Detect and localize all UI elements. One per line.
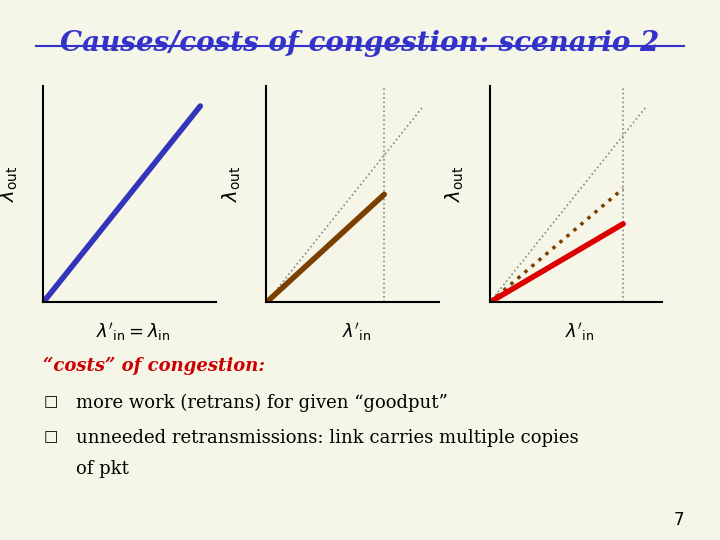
Text: $\lambda_{\rm out}$: $\lambda_{\rm out}$ bbox=[0, 165, 19, 202]
Text: of pkt: of pkt bbox=[76, 460, 128, 478]
Text: □: □ bbox=[43, 429, 58, 444]
Text: $\lambda'_{\rm in}$: $\lambda'_{\rm in}$ bbox=[565, 321, 594, 343]
Text: “costs” of congestion:: “costs” of congestion: bbox=[43, 356, 265, 375]
Text: more work (retrans) for given “goodput”: more work (retrans) for given “goodput” bbox=[76, 394, 447, 413]
Text: 7: 7 bbox=[673, 511, 684, 529]
Text: □: □ bbox=[43, 394, 58, 409]
Text: Causes/costs of congestion: scenario 2: Causes/costs of congestion: scenario 2 bbox=[60, 30, 660, 57]
Text: $\lambda'_{\rm in} = \lambda_{\rm in}$: $\lambda'_{\rm in} = \lambda_{\rm in}$ bbox=[96, 321, 171, 343]
Text: $\lambda_{\rm out}$: $\lambda_{\rm out}$ bbox=[444, 165, 466, 202]
Text: $\lambda'_{\rm in}$: $\lambda'_{\rm in}$ bbox=[342, 321, 371, 343]
Text: $\lambda_{\rm out}$: $\lambda_{\rm out}$ bbox=[221, 165, 243, 202]
Text: unneeded retransmissions: link carries multiple copies: unneeded retransmissions: link carries m… bbox=[76, 429, 578, 447]
